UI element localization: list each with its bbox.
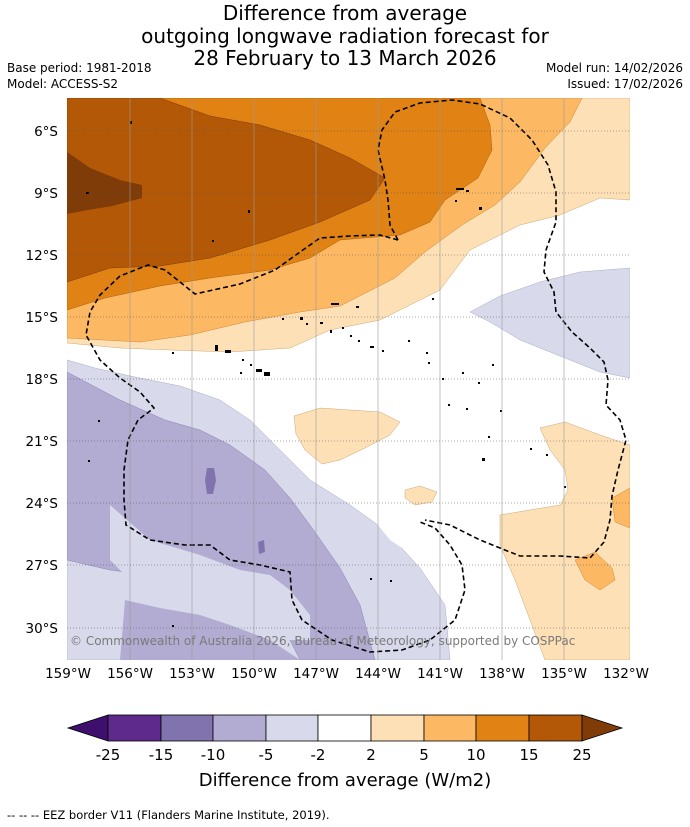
colorbar-tick: 2 [366,746,376,764]
lat-label-12s: 12°S [25,248,59,264]
lon-label-147w: 147°W [293,666,339,682]
lon-label-138w: 138°W [479,666,525,682]
colorbar-tick: -10 [200,746,226,764]
colorbar-bin-5 [317,714,372,742]
colorbar-tick: 10 [466,746,486,764]
lon-label-132w: 132°W [603,666,649,682]
lat-label-30s: 30°S [25,621,59,637]
lat-label-6s: 6°S [34,124,58,140]
island-markers [86,121,566,627]
anomaly-region-light-orange-small [404,485,438,506]
lon-label-150w: 150°W [231,666,277,682]
anomaly-region-light-purple-east [469,267,630,379]
lat-gridlines [67,130,630,629]
lat-label-27s: 27°S [25,558,59,574]
colorbar-tick: 5 [419,746,429,764]
lat-label-9s: 9°S [34,186,58,202]
lon-label-141w: 141°W [417,666,463,682]
anomaly-region-dark-purple-spot-2 [258,540,265,554]
base-period: Base period: 1981-2018 [7,61,152,75]
colorbar-bin-8 [475,714,530,742]
copyright-notice: © Commonwealth of Australia 2026, Bureau… [70,634,576,648]
colorbar-title: Difference from average (W/m2) [198,770,492,791]
anomaly-region-brown [67,98,386,283]
title-line-1: Difference from average [222,1,468,25]
anomaly-region-neutral-inner [110,505,310,640]
anomaly-region-neutral-east [360,480,500,660]
colorbar-tick: -15 [148,746,174,764]
base-info: Base period: 1981-2018 Model: ACCESS-S2 [7,60,152,92]
model-name: Model: ACCESS-S2 [7,77,119,91]
colorbar-tick: -2 [310,746,326,764]
anomaly-region-darkest-brown [67,152,142,214]
colorbar-tick: -5 [258,746,274,764]
lon-label-144w: 144°W [355,666,401,682]
eez-border-north [377,99,627,559]
lon-label-156w: 156°W [107,666,153,682]
anomaly-region-dark-purple-spot [205,468,216,494]
colorbar-tick: -25 [95,746,121,764]
colorbar-bin-7 [423,714,477,742]
run-info: Model run: 14/02/2026 Issued: 17/02/2026 [546,60,683,92]
title-line-3: 28 February to 13 March 2026 [193,46,497,70]
colorbar-extend-high [581,714,624,742]
lon-label-153w: 153°W [169,666,215,682]
colorbar-bin-6 [370,714,425,742]
colorbar-bin-3 [212,714,267,742]
map-title: Difference from average outgoing longwav… [0,2,690,70]
lat-label-21s: 21°S [25,434,59,450]
colorbar-bin-4 [265,714,319,742]
anomaly-region-orange-southeast [574,551,616,591]
anomaly-region-light-orange-center [293,407,401,465]
eez-legend: -- -- -- EEZ border V11 (Flanders Marine… [7,808,330,822]
colorbar [66,714,624,742]
anomaly-region-light-orange-southeast [499,421,630,660]
lat-label-18s: 18°S [25,372,59,388]
colorbar-bin-2 [160,714,214,742]
lat-label-15s: 15°S [25,310,59,326]
eez-border-west [85,234,466,653]
model-run-date: Model run: 14/02/2026 [545,61,683,75]
colorbar-extend-low [66,714,109,742]
anomaly-region-purple-small [120,600,300,660]
issued-date: Issued: 17/02/2026 [567,77,683,91]
colorbar-bin-9 [528,714,583,742]
lat-label-24s: 24°S [25,496,59,512]
colorbar-tick: 15 [519,746,539,764]
title-line-2: outgoing longwave radiation forecast for [141,23,549,48]
anomaly-map [67,98,630,660]
lon-label-135w: 135°W [541,666,587,682]
colorbar-tick: 25 [572,746,592,764]
lon-label-159w: 159°W [45,666,91,682]
colorbar-bin-1 [107,714,162,742]
anomaly-region-orange-east-edge [611,487,630,529]
